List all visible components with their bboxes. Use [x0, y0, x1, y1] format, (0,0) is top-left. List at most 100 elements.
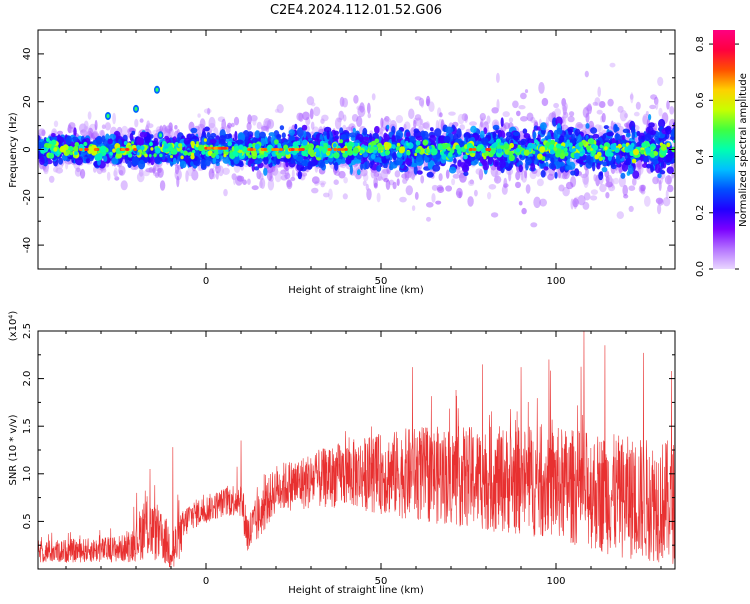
spectrum-core-cell	[627, 144, 634, 152]
spectrum-core-cell	[406, 150, 411, 156]
spectrum-band-cell	[644, 133, 652, 142]
spectrum-band-cell	[601, 166, 608, 173]
spectrum-halo-cell	[582, 201, 590, 210]
spectrum-band-cell	[268, 132, 275, 137]
spectrum-core-cell	[586, 145, 591, 151]
spectrum-halo-cell	[658, 179, 662, 192]
spectrum-band-cell	[429, 127, 434, 132]
spectrum-halo-cell	[667, 184, 674, 193]
spectrum-halo-cell	[533, 196, 541, 208]
spectrum-band-cell	[602, 133, 607, 140]
spectrum-band-cell	[205, 156, 211, 167]
spectrum-band-cell	[296, 156, 304, 162]
spectrum-core-cell	[74, 151, 78, 156]
spectrum-band-cell	[353, 159, 362, 164]
spectrum-halo-cell	[134, 118, 139, 128]
spectrum-halo-cell	[526, 112, 534, 122]
spectrum-core-cell	[280, 150, 286, 157]
spectrum-halo-cell	[333, 179, 339, 185]
spectrum-halo-cell	[496, 99, 500, 111]
spectrum-core-cell	[448, 151, 453, 158]
spectrum-halo-cell	[521, 207, 527, 215]
spectrum-outlier-core	[155, 87, 159, 92]
spectrum-halo-cell	[630, 92, 634, 104]
spectrum-band-cell	[492, 124, 500, 131]
spectrum-hot-spot	[133, 148, 138, 151]
spectrum-core-cell	[548, 144, 555, 151]
spectrum-halo-cell	[445, 169, 450, 179]
spectrum-core-cell	[500, 145, 505, 150]
colorbar: 0.00.20.40.60.8 Normalized spectral ampl…	[695, 30, 749, 277]
spectrum-halo-cell	[258, 172, 264, 181]
spectrum-halo-cell	[405, 185, 413, 196]
spectrum-band-cell	[518, 164, 523, 173]
spectrum-core-cell	[466, 142, 473, 150]
spectrum-halo-cell	[411, 205, 416, 212]
spectrum-core-cell	[666, 142, 671, 148]
spectrum-halo-cell	[475, 168, 483, 175]
spectrum-band-cell	[434, 128, 442, 137]
spectrum-hot-spot	[468, 148, 473, 151]
spectrum-band-cell	[209, 139, 217, 144]
spectrum-halo-cell	[601, 112, 606, 123]
spectrum-band-cell	[362, 127, 368, 136]
spectrum-core-cell	[47, 143, 52, 149]
spectrum-core-cell	[650, 146, 655, 151]
spectrum-band-cell	[533, 159, 539, 165]
spectrum-band-cell	[610, 163, 617, 170]
spectrum-core-cell	[139, 145, 145, 151]
spectrum-core-cell	[159, 153, 163, 158]
spectrum-band-cell	[374, 125, 380, 134]
spectrum-core-cell	[503, 143, 510, 150]
spectrum-band-cell	[506, 131, 512, 137]
spectrum-core-cell	[609, 152, 614, 157]
spectrum-core-cell	[248, 143, 253, 148]
spectrum-halo-cell	[437, 186, 445, 193]
spectrum-core-cell	[614, 147, 620, 153]
snr-y-scale-label: (x10⁴)	[8, 311, 19, 342]
spectrum-halo-cell	[65, 159, 69, 170]
spectrum-band-cell	[253, 166, 260, 171]
spectrum-halo-cell	[323, 192, 330, 198]
spectrum-halo-cell	[414, 114, 422, 121]
spectrum-hot-spot	[121, 148, 125, 151]
spectrogram-x-axis-label: Height of straight line (km)	[288, 285, 424, 296]
spectrum-band-cell	[204, 126, 210, 132]
spectrum-halo-cell	[280, 169, 286, 175]
spectrum-band-cell	[154, 156, 162, 164]
spectrum-halo-cell	[606, 174, 613, 187]
spectrum-core-cell	[428, 145, 432, 150]
spectrum-core-cell	[579, 153, 583, 157]
spectrum-halo-cell	[353, 94, 359, 104]
spectrum-halo-cell	[662, 197, 671, 207]
spectrum-core-cell	[247, 154, 252, 159]
spectrum-halo-cell	[590, 189, 599, 195]
spectrum-halo-cell	[362, 180, 367, 187]
spectrum-band-cell	[409, 136, 416, 143]
spectrum-band-cell	[164, 135, 170, 141]
spectrum-halo-cell	[68, 122, 76, 129]
spectrum-halo-cell	[467, 196, 474, 207]
spectrum-halo-cell	[94, 130, 99, 138]
spectrum-band-cell	[657, 173, 662, 179]
spectrum-band-cell	[631, 131, 636, 140]
spectrum-halo-cell	[230, 122, 235, 128]
spectrum-core-cell	[191, 152, 195, 156]
spectrum-halo-cell	[311, 187, 319, 194]
spectrum-halo-cell	[394, 170, 401, 178]
snr-plot-area	[38, 331, 675, 568]
spectrum-core-cell	[431, 148, 438, 156]
spectrum-core-cell	[170, 155, 173, 159]
spectrum-band-cell	[488, 157, 493, 165]
spectrum-core-cell	[347, 149, 353, 156]
spectrum-halo-cell	[342, 97, 348, 108]
spectrum-hot-spot	[79, 148, 83, 151]
spectrum-band-cell	[571, 133, 576, 140]
spectrum-halo-cell	[649, 104, 656, 110]
chart-title: C2E4.2024.112.01.52.G06	[270, 3, 442, 18]
spectrum-band-cell	[225, 137, 234, 143]
spectrum-band-cell	[333, 130, 340, 136]
spectrum-halo-cell	[154, 172, 160, 178]
spectrum-band-cell	[409, 162, 418, 168]
